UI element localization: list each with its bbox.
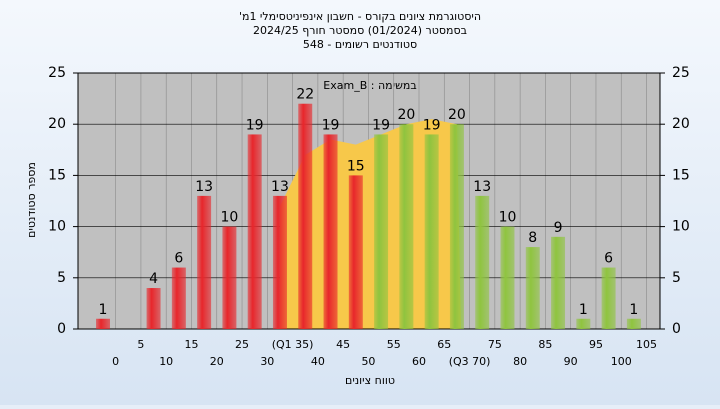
y-tick-label: 5 xyxy=(57,270,66,286)
x-tick-label: 100 xyxy=(611,355,632,368)
data-label: 19 xyxy=(322,117,340,133)
bar xyxy=(576,318,591,329)
y-tick-label: 15 xyxy=(48,167,66,183)
bar xyxy=(197,195,212,329)
bar xyxy=(424,134,439,329)
bar xyxy=(222,226,237,329)
x-tick-label: 45 xyxy=(336,338,350,351)
data-label: 15 xyxy=(347,158,365,174)
data-label: 1 xyxy=(629,302,638,318)
bar xyxy=(272,195,287,329)
bar xyxy=(601,267,616,329)
x-tick-label: 15 xyxy=(184,338,198,351)
x-tick-label: 40 xyxy=(311,355,325,368)
x-tick-label: 80 xyxy=(513,355,527,368)
bar xyxy=(399,124,414,329)
x-tick-label: 95 xyxy=(589,338,603,351)
x-tick-label: 55 xyxy=(387,338,401,351)
y2-tick-label: 5 xyxy=(672,270,681,286)
bar xyxy=(348,175,363,329)
y-axis-label: מספר סטודנטים xyxy=(25,162,38,238)
y2-tick-label: 10 xyxy=(672,219,690,235)
data-label: 20 xyxy=(448,107,466,123)
x-tick-label: 30 xyxy=(260,355,274,368)
x-tick-label: 20 xyxy=(210,355,224,368)
y-tick-label: 0 xyxy=(57,321,66,337)
data-label: 1 xyxy=(99,302,108,318)
y-tick-label: 10 xyxy=(48,219,66,235)
data-label: 19 xyxy=(246,117,264,133)
data-label: 13 xyxy=(195,179,213,195)
bar xyxy=(626,318,641,329)
y-tick-label: 25 xyxy=(48,65,66,81)
chart-subtitle: סטודנטים רשומים - 548 xyxy=(303,38,417,51)
data-label: 20 xyxy=(397,107,415,123)
bar xyxy=(171,267,186,329)
x-tick-label: 10 xyxy=(159,355,173,368)
bar xyxy=(500,226,515,329)
x-axis-label: טווח ציונים xyxy=(345,374,395,387)
y2-tick-label: 20 xyxy=(672,116,690,132)
x-tick-label: (Q3 70) xyxy=(449,355,491,368)
x-tick-label: (Q1 35) xyxy=(272,338,314,351)
x-tick-label: 0 xyxy=(112,355,119,368)
data-label: 10 xyxy=(220,210,238,226)
data-label: 13 xyxy=(271,179,289,195)
bar xyxy=(247,134,262,329)
bar xyxy=(146,288,161,329)
data-label: 8 xyxy=(528,230,537,246)
bar xyxy=(374,134,389,329)
x-tick-label: 50 xyxy=(361,355,375,368)
x-tick-label: 65 xyxy=(437,338,451,351)
data-label: 1 xyxy=(579,302,588,318)
plot-frame xyxy=(77,72,661,330)
data-label: 4 xyxy=(149,271,158,287)
data-label: 13 xyxy=(473,179,491,195)
chart-title: היסטוגרמת ציונים בקורס - חשבון אינפיניטס… xyxy=(239,10,481,23)
data-label: 22 xyxy=(296,87,314,103)
bar xyxy=(475,195,490,329)
y2-tick-label: 0 xyxy=(672,321,681,337)
bar xyxy=(551,236,566,329)
x-tick-label: 85 xyxy=(538,338,552,351)
x-tick-label: 75 xyxy=(488,338,502,351)
x-tick-label: 25 xyxy=(235,338,249,351)
data-label: 6 xyxy=(604,251,613,267)
x-tick-label: 105 xyxy=(636,338,657,351)
x-tick-label: 60 xyxy=(412,355,426,368)
bar xyxy=(298,103,313,329)
y2-tick-label: 15 xyxy=(672,167,690,183)
x-tick-label: 90 xyxy=(564,355,578,368)
y2-tick-label: 25 xyxy=(672,65,690,81)
bar xyxy=(525,247,540,329)
y-tick-label: 20 xyxy=(48,116,66,132)
data-label: 6 xyxy=(174,251,183,267)
data-label: 19 xyxy=(372,117,390,133)
chart-subtitle: בסמסטר (01/2024) סמסטר חורף 2024/25 xyxy=(253,24,467,37)
bar xyxy=(323,134,338,329)
bar xyxy=(449,124,464,329)
data-label: 9 xyxy=(554,220,563,236)
x-tick-label: 5 xyxy=(137,338,144,351)
bar xyxy=(96,318,110,329)
data-label: 10 xyxy=(499,210,517,226)
annotation: במשימה : Exam_B xyxy=(323,79,416,92)
data-label: 19 xyxy=(423,117,441,133)
